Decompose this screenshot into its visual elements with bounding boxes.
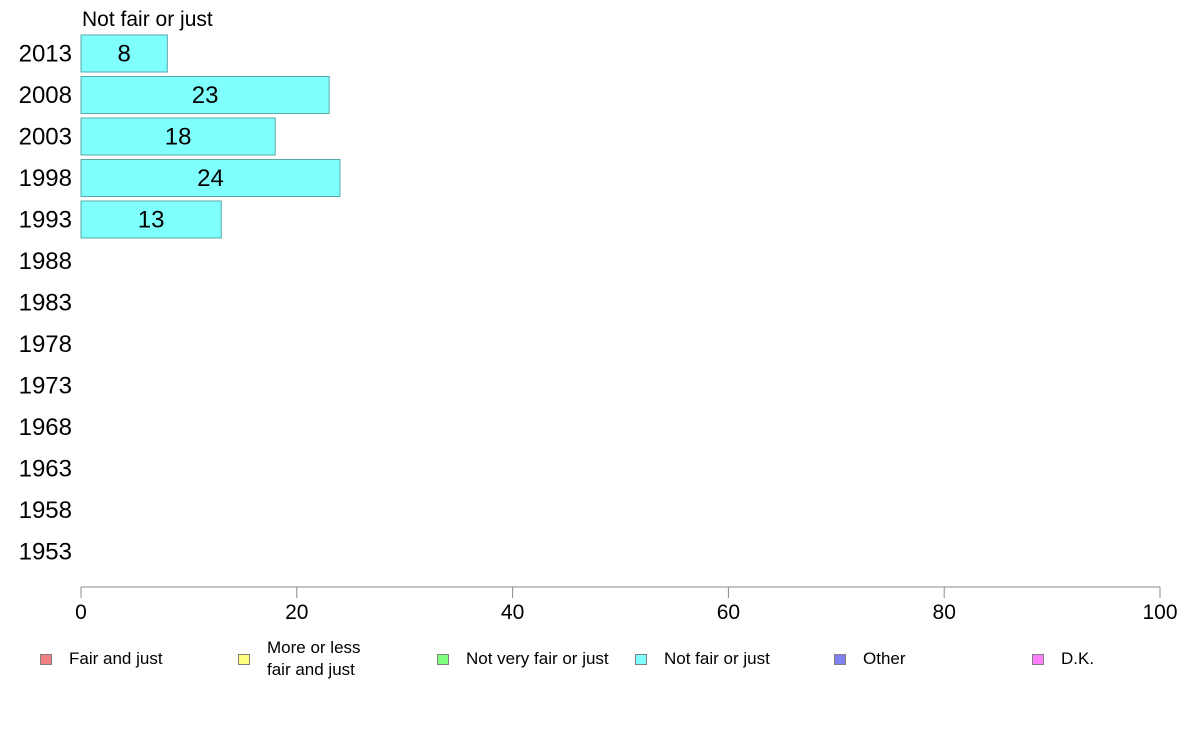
legend-swatch: [1032, 653, 1044, 665]
legend-item: Not very fair or just: [437, 634, 609, 684]
category-label-2013: 2013: [19, 41, 72, 68]
x-tick-label-40: 40: [501, 601, 524, 624]
legend-item: More or less fair and just: [238, 634, 361, 684]
bar-2003: [80, 117, 276, 156]
category-label-1993: 1993: [19, 207, 72, 234]
data-label-2008: 23: [192, 82, 219, 109]
legend-swatch: [834, 653, 846, 665]
category-label-1963: 1963: [19, 456, 72, 483]
legend-swatch: [437, 653, 449, 665]
bar-2013: [80, 34, 168, 73]
x-tick-label-0: 0: [75, 601, 87, 624]
bar-chart: Not fair or just 20132008200319981993198…: [19, 8, 1178, 624]
legend-swatch: [238, 653, 250, 665]
legend-item: Fair and just: [40, 634, 163, 684]
bar-2008: [80, 76, 330, 114]
x-tick-label-80: 80: [933, 601, 956, 624]
legend-swatch: [40, 653, 52, 665]
legend-swatch: [635, 653, 647, 665]
bar-1993: [80, 200, 222, 239]
legend-label: Fair and just: [69, 649, 163, 668]
chart-title: Not fair or just: [82, 8, 213, 31]
legend-item: Other: [834, 634, 906, 684]
category-label-2008: 2008: [19, 82, 72, 109]
legend-label: D.K.: [1061, 649, 1095, 668]
data-label-1998: 24: [197, 165, 224, 192]
legend-label: Other: [863, 649, 906, 668]
category-label-1958: 1958: [19, 497, 72, 524]
data-label-2003: 18: [165, 124, 192, 151]
category-label-1988: 1988: [19, 248, 72, 275]
data-label-1993: 13: [138, 207, 165, 234]
category-label-1998: 1998: [19, 165, 72, 192]
category-label-1953: 1953: [19, 539, 72, 566]
category-label-1983: 1983: [19, 290, 72, 317]
legend: Fair and just More or less fair and just N…: [0, 634, 1188, 684]
category-label-2003: 2003: [19, 124, 72, 151]
category-label-1968: 1968: [19, 414, 72, 441]
x-tick-label-20: 20: [285, 601, 308, 624]
bar-1998: [80, 159, 341, 197]
legend-label: Not very fair or just: [466, 649, 609, 668]
x-tick-label-60: 60: [717, 601, 740, 624]
legend-item: Not fair or just: [635, 634, 770, 684]
data-label-2013: 8: [117, 41, 130, 68]
legend-item: D.K.: [1032, 634, 1094, 684]
legend-label: Not fair or just: [664, 649, 770, 668]
category-label-1973: 1973: [19, 373, 72, 400]
x-axis: 0 20 40 60 80 100: [75, 586, 1178, 624]
x-tick-label-100: 100: [1142, 601, 1177, 624]
legend-label: More or less fair and just: [267, 638, 361, 679]
category-label-1978: 1978: [19, 331, 72, 358]
